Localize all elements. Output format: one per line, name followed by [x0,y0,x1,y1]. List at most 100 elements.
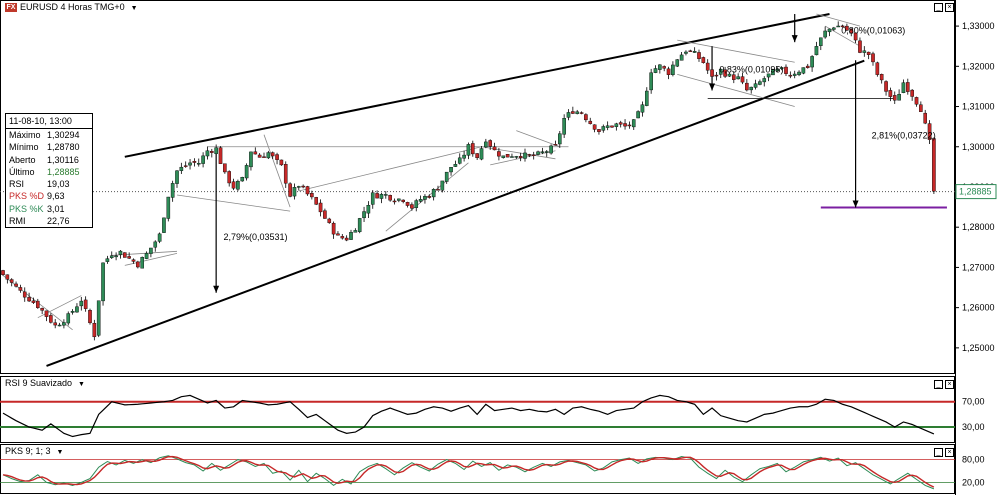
candle-body [762,78,767,83]
candle-body [314,197,319,205]
candle [897,89,901,101]
candle-body [223,163,227,173]
candle-body [919,104,923,112]
candle-body [497,151,501,157]
candle [418,195,423,203]
candle [336,231,340,236]
pks-dropdown-icon[interactable]: ▼ [56,449,64,456]
channel-line [298,146,482,192]
candle [845,23,849,32]
candle-body [362,211,366,219]
candle-body [218,147,223,164]
candle-body [175,170,179,184]
candle-body [340,236,345,239]
candle-body [914,97,919,105]
candle-body [579,112,584,114]
data-window-row: Máximo 1,30294 [6,129,92,141]
candle-body [536,151,540,155]
candle [379,192,384,204]
candle [879,73,884,84]
candle-body [292,187,297,197]
candle [566,109,571,121]
pks-close-icon[interactable]: × [945,448,954,457]
candle-body [514,156,519,158]
candle [275,152,279,165]
candle-body [388,195,392,201]
candle [531,151,536,160]
candle-body [531,154,536,156]
candle [636,110,640,119]
main-pane-window-buttons: _ × [932,3,954,12]
pane-minimize-icon[interactable]: _ [934,3,943,12]
candle-body [118,250,123,255]
candle-body [1,270,5,275]
price-tick-label: 1,30000 [962,142,995,152]
price-tick-label: 1,31000 [962,102,995,112]
candle [122,252,127,258]
candle [196,158,201,167]
candle [236,179,240,192]
measure-arrow-head [852,200,859,208]
candle [66,311,71,326]
candle [201,152,205,168]
candle-body [401,199,406,202]
candle [88,308,92,325]
candle [549,144,553,155]
candle-body [9,279,14,283]
candle [140,256,145,269]
candle [823,26,827,39]
candle-body [392,200,397,203]
candle-body [645,90,649,106]
price-tick-label: 1,27000 [962,262,995,272]
data-window-label: Mínimo [9,142,39,153]
candle-body [257,154,262,158]
candle [366,201,371,218]
candle-body [266,152,271,159]
candle-body [897,93,901,101]
title-dropdown-icon[interactable]: ▼ [130,5,138,12]
candle [819,37,823,51]
candle [310,190,314,200]
candle-body [475,153,479,159]
candle-body [201,155,205,164]
candle-body [740,76,745,83]
candle [436,185,440,191]
candle [401,199,406,204]
candle-body [244,165,249,179]
candle [353,228,358,233]
candle [544,149,549,157]
data-window-row: PKS %D 9,63 [6,190,92,202]
pane-close-icon[interactable]: × [945,3,954,12]
candle-body [96,300,101,336]
candle-body [466,144,471,156]
candle [553,140,558,146]
candle [105,255,110,264]
candle-body [157,233,162,242]
candle [562,114,566,138]
candle-body [27,297,31,302]
candle [575,109,579,115]
rsi-close-icon[interactable]: × [945,380,954,389]
candle [5,274,10,284]
candle-body [405,202,410,206]
candle-body [70,311,75,313]
rsi-pane-border [0,376,955,443]
rsi-minimize-icon[interactable]: _ [934,380,943,389]
candle-body [540,151,545,153]
candle [718,68,723,79]
candle [705,59,710,74]
candle [688,49,693,52]
data-window-value: 9,63 [47,191,65,202]
candle [597,128,601,135]
data-window-label: RMI [9,216,26,227]
candle [175,170,179,188]
pks-minimize-icon[interactable]: _ [934,448,943,457]
candle-body [336,233,340,236]
candle [444,171,449,184]
candle-body [688,50,693,52]
rsi-dropdown-icon[interactable]: ▼ [78,381,85,388]
candle [209,148,214,158]
candle-body [370,192,375,205]
data-window-row: Mínimo 1,28780 [6,141,92,153]
